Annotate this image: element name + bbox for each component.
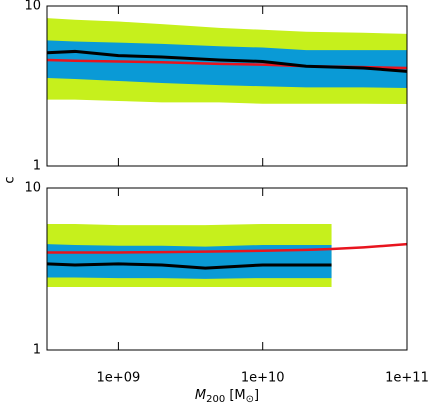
y-axis-label: c [3, 176, 18, 183]
y-tick-label: 1 [33, 343, 41, 358]
line [47, 49, 407, 73]
plot-frame [46, 5, 408, 167]
plot-frame [46, 187, 408, 351]
x-tick-label: 1e+09 [97, 371, 141, 386]
line [47, 262, 332, 270]
y-tick-label: 10 [24, 0, 41, 14]
y-tick-label: 1 [33, 159, 41, 174]
line [47, 242, 407, 254]
x-axis-label: M200 [M⊙] [195, 388, 259, 406]
y-tick-label: 10 [24, 181, 41, 196]
x-tick-label: 1e+10 [241, 371, 285, 386]
x-tick-label: 1e+11 [385, 371, 429, 386]
